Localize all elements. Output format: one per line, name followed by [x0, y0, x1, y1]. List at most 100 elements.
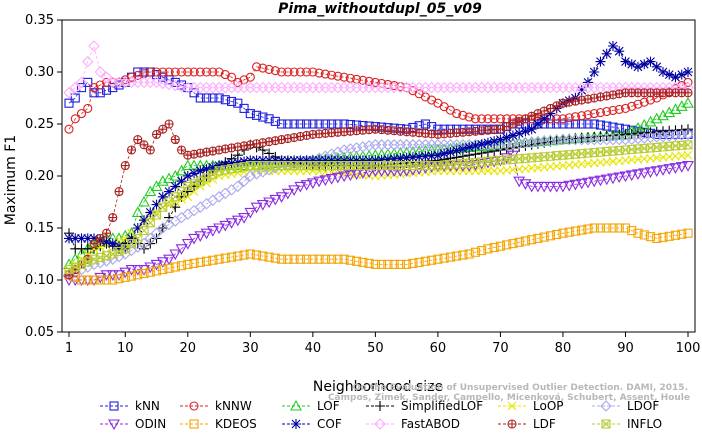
data-point — [676, 69, 687, 80]
data-point — [464, 142, 475, 153]
data-point — [314, 155, 325, 166]
data-point — [320, 155, 331, 166]
legend-item: FastABOD — [366, 417, 460, 431]
data-point — [264, 155, 275, 166]
data-point — [420, 119, 430, 129]
data-point — [650, 131, 663, 143]
legend-item: LDOF — [592, 399, 659, 413]
x-tick-label: 100 — [676, 341, 701, 356]
data-point — [233, 77, 243, 87]
data-point — [225, 218, 238, 229]
data-point — [445, 252, 455, 262]
data-point — [133, 233, 143, 243]
data-point — [283, 254, 293, 264]
data-point — [532, 181, 544, 193]
data-point — [164, 212, 175, 223]
data-point — [388, 166, 401, 177]
data-point — [151, 70, 162, 80]
data-point — [220, 95, 230, 105]
data-point — [533, 233, 543, 243]
data-point — [282, 155, 293, 166]
data-point — [189, 258, 199, 268]
data-point — [627, 101, 637, 111]
data-point — [594, 175, 607, 187]
data-point — [176, 261, 187, 271]
data-point — [195, 257, 205, 267]
legend-label: LDF — [533, 417, 556, 431]
data-point — [377, 259, 387, 269]
data-point — [633, 99, 643, 109]
legend-label: kNN — [135, 399, 160, 413]
series-fastabod — [63, 40, 694, 99]
x-tick-label: 50 — [367, 341, 384, 356]
data-point — [683, 67, 693, 77]
data-point — [227, 72, 237, 82]
data-point — [194, 231, 207, 242]
data-point — [181, 159, 194, 171]
data-point — [632, 169, 644, 181]
data-point — [170, 135, 180, 145]
data-point — [239, 250, 249, 260]
data-point — [538, 181, 551, 193]
data-point — [319, 175, 332, 187]
data-point — [202, 256, 212, 266]
data-point — [588, 176, 601, 188]
data-point — [294, 181, 307, 193]
data-point — [289, 67, 299, 77]
data-point — [683, 88, 693, 98]
data-point — [664, 69, 675, 80]
data-point — [264, 252, 274, 262]
data-point — [532, 135, 544, 148]
x-tick-label: 1 — [65, 341, 73, 356]
y-tick-label: 0.35 — [25, 13, 54, 28]
data-point — [669, 129, 682, 142]
x-tick-label: 20 — [180, 341, 197, 356]
data-point — [126, 145, 137, 155]
data-point — [345, 255, 355, 265]
data-point — [258, 112, 268, 122]
data-point — [326, 155, 337, 166]
x-tick-label: 90 — [617, 341, 634, 356]
data-point — [552, 229, 562, 240]
data-point — [314, 119, 324, 129]
data-point — [257, 166, 269, 178]
data-point — [394, 166, 407, 177]
data-point — [95, 275, 105, 285]
data-point — [595, 223, 606, 233]
data-point — [445, 147, 456, 158]
legend-marker — [189, 401, 199, 411]
data-point — [126, 271, 137, 281]
legend-marker — [374, 418, 386, 430]
data-point — [245, 249, 255, 259]
data-point — [283, 67, 293, 77]
data-point — [358, 257, 368, 267]
data-point — [633, 228, 643, 238]
data-point — [657, 67, 668, 77]
data-point — [94, 66, 107, 78]
data-point — [195, 165, 206, 176]
data-point — [602, 223, 612, 233]
legend-label: KDEOS — [215, 417, 257, 431]
data-point — [626, 59, 637, 70]
data-point — [632, 132, 644, 145]
data-point — [82, 233, 93, 244]
data-point — [482, 137, 493, 148]
data-point — [164, 263, 174, 273]
data-point — [395, 259, 405, 269]
data-point — [313, 176, 326, 188]
data-point — [195, 67, 205, 77]
series-inflo — [64, 140, 693, 275]
y-tick-label: 0.20 — [25, 169, 54, 184]
data-point — [245, 155, 256, 166]
data-point — [470, 114, 480, 124]
data-point — [64, 233, 74, 244]
data-point — [63, 87, 75, 99]
series-line — [68, 144, 689, 270]
data-point — [363, 167, 376, 178]
data-point — [320, 119, 330, 129]
x-tick-label: 30 — [242, 341, 259, 356]
data-point — [151, 266, 162, 276]
data-point — [464, 112, 474, 122]
data-point — [226, 158, 237, 169]
